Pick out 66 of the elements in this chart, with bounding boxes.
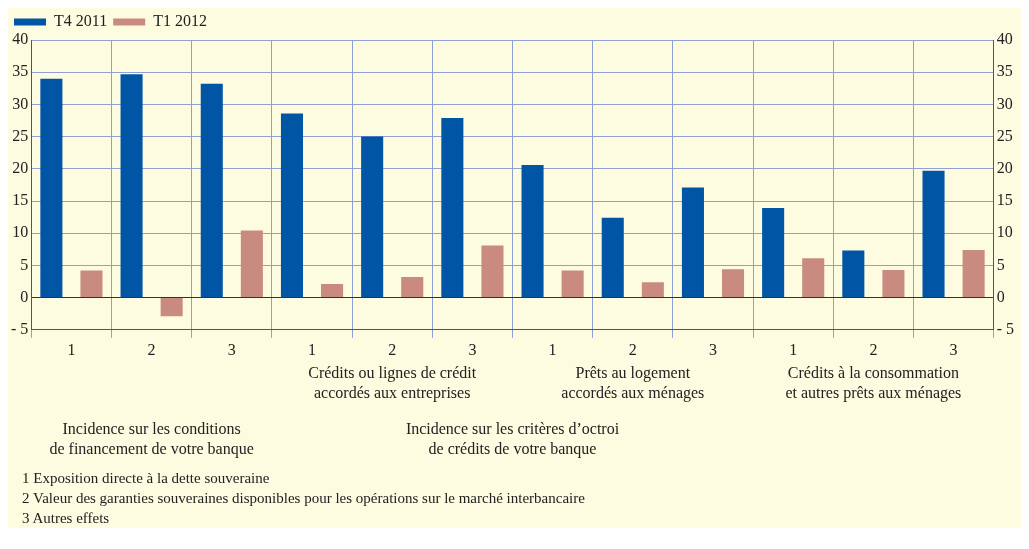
- y-tick-label: 0: [20, 287, 29, 305]
- y-tick-label: 10: [12, 223, 29, 241]
- bar: [200, 83, 223, 298]
- text: 3 Autres effets: [21, 509, 111, 528]
- bar: [481, 245, 504, 298]
- y-tick-label: 30: [12, 94, 29, 112]
- y2-tick-label: 40: [996, 30, 1013, 48]
- bar: [321, 284, 344, 298]
- bar: [762, 208, 785, 298]
- x-tick-label: 2: [147, 340, 156, 358]
- bar: [401, 276, 424, 298]
- y-tick-label: 35: [12, 62, 29, 80]
- text: 1 Exposition directe à la dette souveraine: [21, 469, 271, 488]
- x-tick-label: 1: [548, 340, 557, 358]
- bar: [802, 258, 825, 298]
- bar: [681, 187, 704, 298]
- y2-tick-label: 5: [996, 255, 1005, 273]
- legend-label: T4 2011: [54, 12, 108, 30]
- bar: [962, 249, 985, 298]
- y2-tick-label: 15: [996, 191, 1013, 209]
- x-tick-label: 2: [869, 340, 878, 358]
- x-tick-label: 3: [949, 340, 958, 358]
- y2-tick-label: 30: [996, 94, 1013, 112]
- bar: [521, 164, 544, 298]
- bar: [922, 170, 945, 298]
- x-tick-label: 3: [708, 340, 717, 358]
- y-tick-label: 40: [12, 30, 29, 48]
- x-tick-label: 3: [468, 340, 477, 358]
- y-tick-label: 20: [12, 159, 29, 176]
- bar: [160, 298, 183, 317]
- text: Crédits ou lignes de crédit accordés aux entreprises: [308, 364, 477, 402]
- bar: [882, 269, 905, 298]
- bar: [80, 270, 103, 298]
- bar: [722, 269, 745, 298]
- bar: [641, 282, 664, 298]
- x-tick-label: 2: [388, 340, 397, 358]
- y2-tick-label: - 5: [996, 320, 1014, 337]
- text: Prêts au logement accordés aux ménages: [561, 364, 705, 402]
- bar: [40, 78, 63, 298]
- y-tick-label: 25: [12, 126, 29, 144]
- y-tick-label: 5: [20, 255, 29, 273]
- bar: [601, 217, 624, 298]
- y2-tick-label: 10: [996, 223, 1013, 241]
- text: Crédits à la consommation et autres prêts aux ménages: [785, 364, 962, 402]
- y2-tick-label: 20: [996, 159, 1013, 176]
- bar: [842, 250, 865, 298]
- bar: [361, 136, 384, 298]
- x-tick-label: 3: [227, 340, 236, 358]
- bar: [280, 113, 303, 298]
- y-tick-label: - 5: [11, 320, 29, 337]
- x-tick-label: 2: [628, 340, 637, 358]
- text: Incidence sur les conditions de financement de votre banque: [49, 420, 254, 458]
- text: Incidence sur les critères d’octroi de crédits de votre banque: [405, 420, 620, 458]
- text: 2 Valeur des garanties souveraines disponibles pour les opérations sur le marché interbancaire: [21, 489, 586, 508]
- bar: [561, 270, 584, 298]
- bar: [441, 117, 464, 298]
- legend-label: T1 2012: [153, 12, 207, 30]
- y2-tick-label: 35: [996, 62, 1013, 80]
- y2-tick-label: 0: [996, 287, 1005, 305]
- x-tick-label: 1: [789, 340, 798, 358]
- x-tick-label: 1: [67, 340, 76, 358]
- y-tick-label: 15: [12, 191, 29, 209]
- x-tick-label: 1: [308, 340, 317, 358]
- bar: [240, 230, 263, 298]
- y2-tick-label: 25: [996, 126, 1013, 144]
- bar: [120, 74, 143, 298]
